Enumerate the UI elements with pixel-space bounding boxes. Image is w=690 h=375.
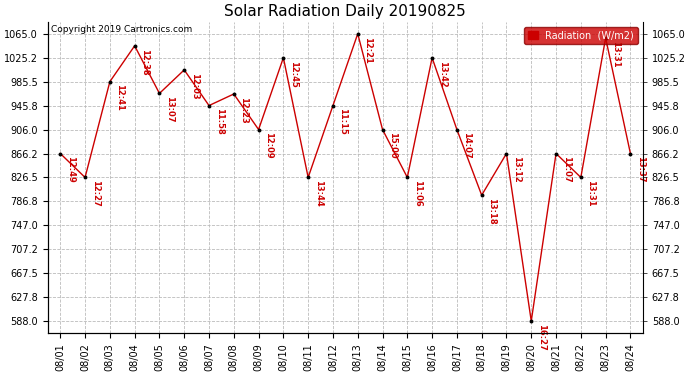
Text: 13:42: 13:42 xyxy=(437,60,446,87)
Title: Solar Radiation Daily 20190825: Solar Radiation Daily 20190825 xyxy=(224,4,466,19)
Point xyxy=(625,150,636,156)
Text: 11:58: 11:58 xyxy=(215,108,224,135)
Text: 13:31: 13:31 xyxy=(611,41,620,68)
Text: 12:09: 12:09 xyxy=(264,132,273,159)
Point xyxy=(377,126,388,132)
Point xyxy=(451,126,462,132)
Text: 11:07: 11:07 xyxy=(562,156,571,183)
Text: 13:12: 13:12 xyxy=(512,156,521,183)
Point xyxy=(501,150,512,156)
Point xyxy=(253,126,264,132)
Point xyxy=(79,174,90,180)
Text: Copyright 2019 Cartronics.com: Copyright 2019 Cartronics.com xyxy=(51,25,192,34)
Text: 13:37: 13:37 xyxy=(636,156,645,183)
Text: 12:49: 12:49 xyxy=(66,156,75,183)
Point xyxy=(55,150,66,156)
Text: 12:03: 12:03 xyxy=(190,73,199,99)
Text: 12:23: 12:23 xyxy=(239,97,248,123)
Text: 13:07: 13:07 xyxy=(165,96,174,123)
Point xyxy=(551,150,562,156)
Text: 12:41: 12:41 xyxy=(115,84,124,111)
Point xyxy=(129,43,140,49)
Point xyxy=(328,102,339,108)
Point xyxy=(278,55,289,61)
Text: 15:00: 15:00 xyxy=(388,132,397,159)
Point xyxy=(303,174,314,180)
Point xyxy=(104,79,115,85)
Point xyxy=(179,67,190,73)
Point xyxy=(575,174,586,180)
Text: 13:18: 13:18 xyxy=(487,198,496,225)
Text: 12:38: 12:38 xyxy=(140,49,149,75)
Point xyxy=(352,31,363,37)
Point xyxy=(600,35,611,41)
Text: 12:45: 12:45 xyxy=(289,60,298,87)
Text: 13:44: 13:44 xyxy=(314,180,323,207)
Text: 11:15: 11:15 xyxy=(339,108,348,135)
Point xyxy=(204,102,215,108)
Text: 14:07: 14:07 xyxy=(462,132,471,159)
Legend: Radiation  (W/m2): Radiation (W/m2) xyxy=(524,27,638,44)
Point xyxy=(228,91,239,97)
Text: 16:27: 16:27 xyxy=(537,324,546,351)
Point xyxy=(476,192,487,198)
Text: 11:06: 11:06 xyxy=(413,180,422,207)
Text: 12:21: 12:21 xyxy=(364,36,373,63)
Text: 13:31: 13:31 xyxy=(586,180,595,207)
Text: 12:27: 12:27 xyxy=(90,180,99,207)
Point xyxy=(426,55,437,61)
Point xyxy=(154,90,165,96)
Point xyxy=(402,174,413,180)
Point xyxy=(526,318,537,324)
